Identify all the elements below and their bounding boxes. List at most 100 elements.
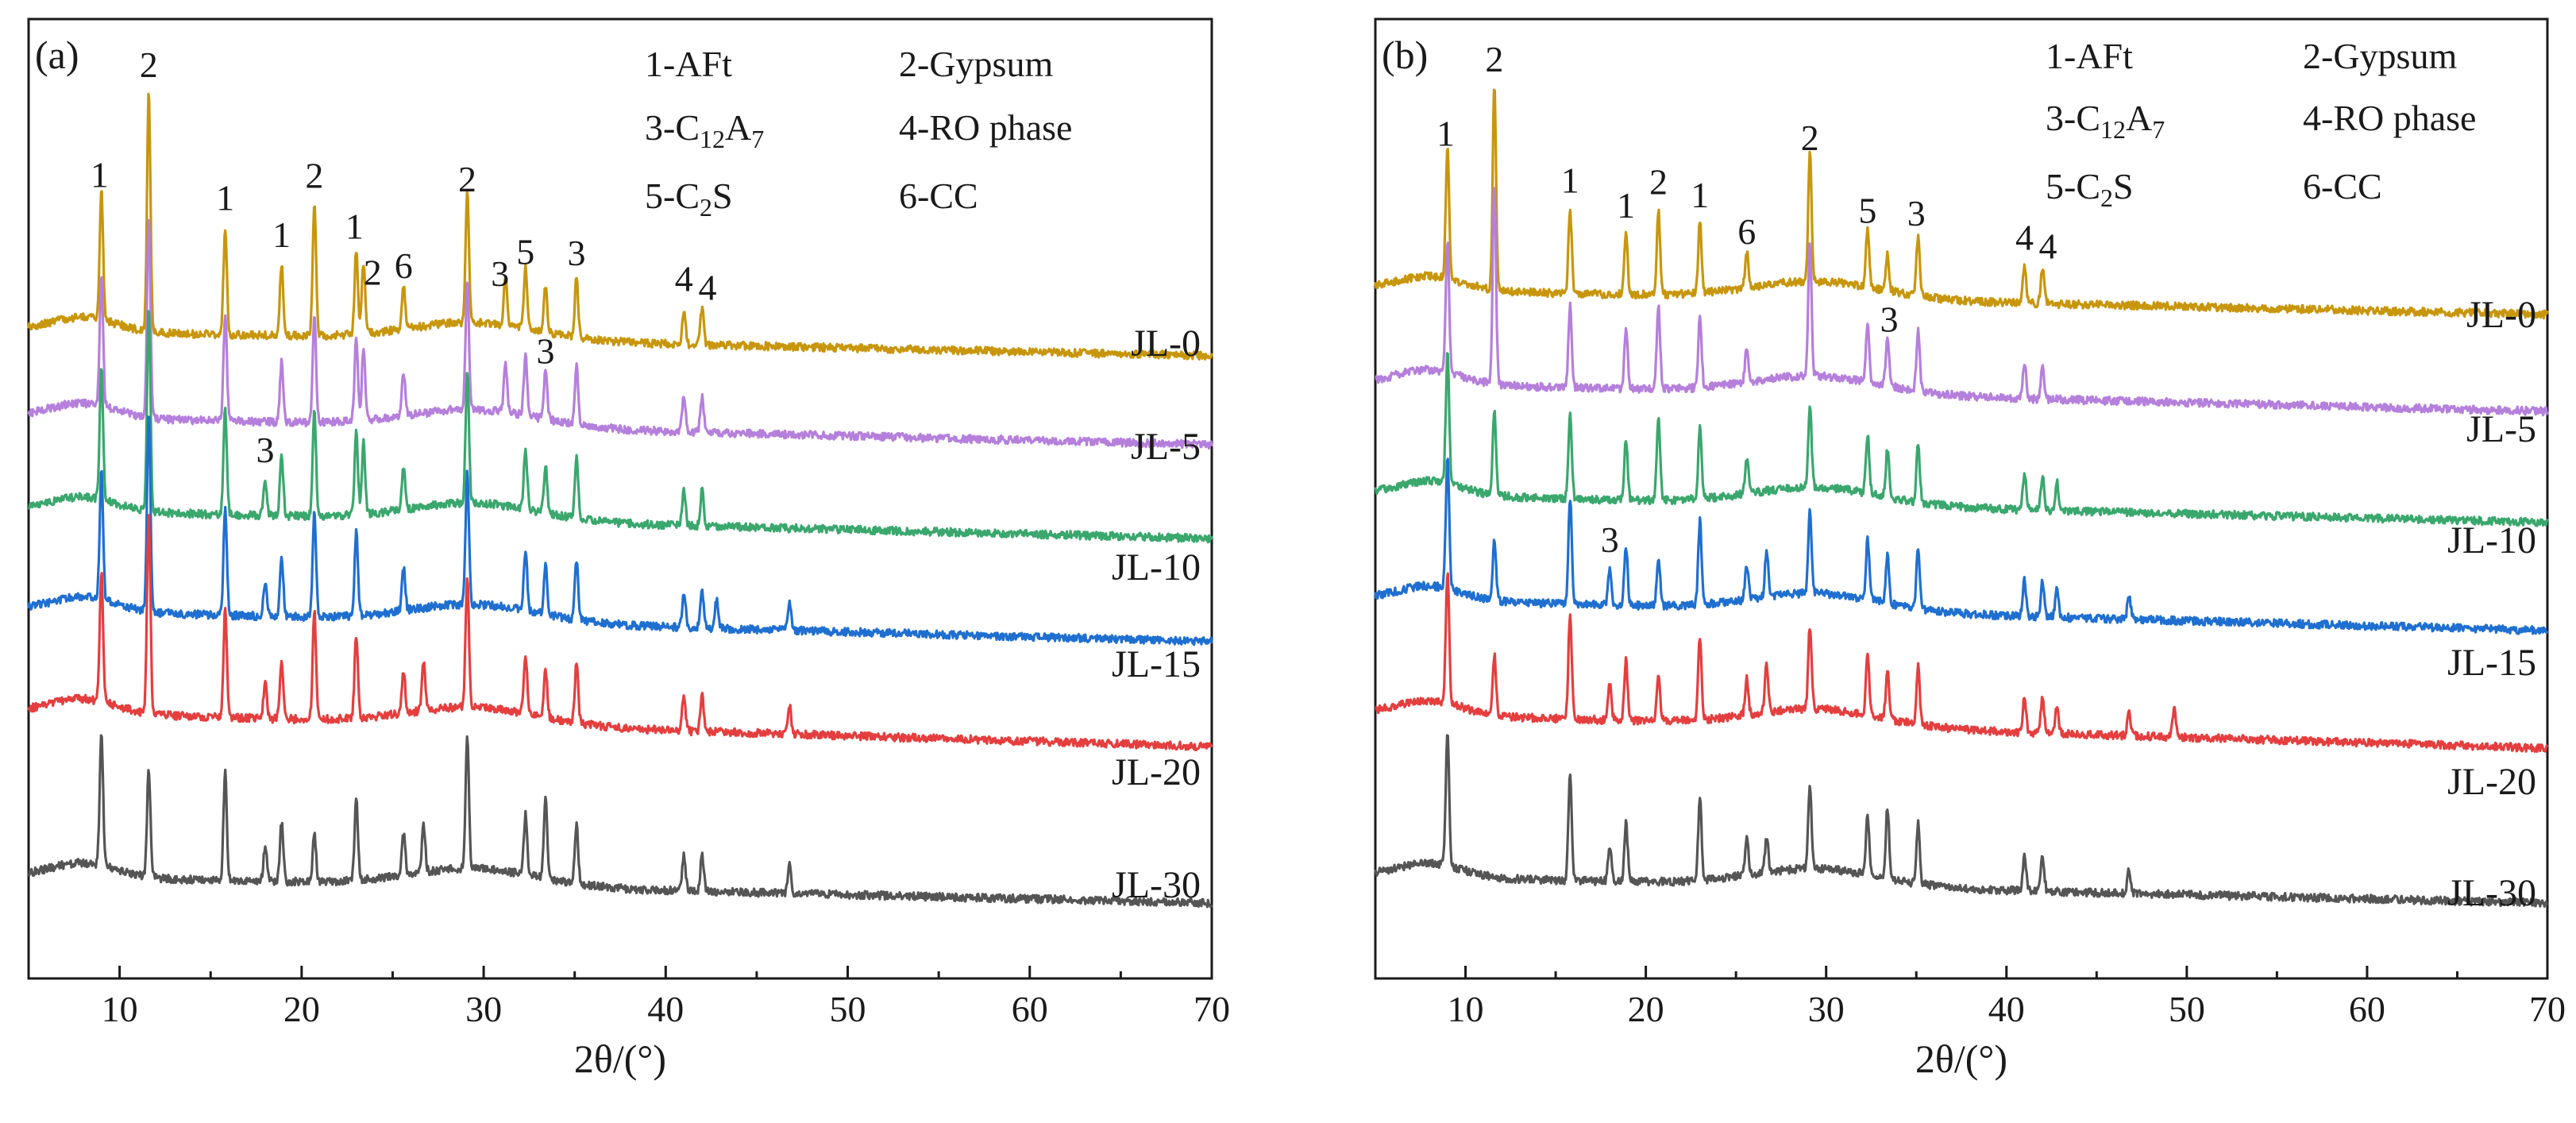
series-label: JL-20 [2447, 761, 2536, 803]
x-tick-label: 20 [283, 989, 320, 1029]
series-line-jl-0 [27, 92, 1213, 361]
peak-annotation: 2 [1485, 39, 1503, 79]
legend-text: 3-C [645, 107, 700, 148]
series-label: JL-15 [1112, 643, 1201, 685]
peak-annotation: 1 [1561, 160, 1579, 200]
x-axis-label: 2θ/(°) [574, 1036, 666, 1081]
series-line-jl-30 [27, 734, 1213, 909]
peak-annotation: 2 [364, 252, 382, 292]
peak-annotation: 5 [1858, 190, 1876, 230]
legend-subscript: 12 [700, 125, 725, 153]
x-axis-label: 2θ/(°) [1915, 1036, 2007, 1081]
peak-annotation: 4 [2015, 218, 2034, 258]
legend-text: S [712, 176, 733, 216]
legend-text: 4-RO phase [899, 107, 1072, 148]
peak-annotation: 2 [1801, 118, 1819, 158]
x-tick-label: 50 [830, 989, 866, 1029]
peak-annotation: 3 [1907, 193, 1926, 233]
x-tick-label: 50 [2169, 989, 2205, 1029]
legend-subscript: 7 [2152, 115, 2165, 144]
legend-subscript: 7 [751, 125, 764, 153]
peak-annotation: 4 [675, 259, 693, 299]
peak-annotation: 2 [305, 156, 323, 196]
panel-label: (b) [1382, 33, 1428, 77]
legend-text: 4-RO phase [2303, 98, 2476, 138]
series-label: JL-30 [1112, 864, 1201, 906]
peak-annotation: 3 [491, 253, 509, 294]
peak-annotation: 6 [1737, 211, 1756, 252]
series-label: JL-30 [2447, 872, 2536, 914]
legend-text: S [2113, 166, 2134, 206]
legend-entry: 6-CC [2303, 166, 2382, 206]
legend-text: A [2126, 98, 2152, 138]
panel-label: (a) [35, 33, 79, 77]
peak-annotation: 6 [395, 245, 413, 286]
peak-annotation: 2 [1649, 162, 1668, 203]
series-line-jl-10 [1374, 352, 2549, 527]
legend-text: A [725, 107, 751, 148]
legend-entry: 4-RO phase [899, 107, 1072, 148]
peak-annotation: 4 [2038, 226, 2057, 266]
peak-annotation: 3 [1880, 299, 1899, 339]
legend-subscript: 2 [2100, 183, 2113, 212]
peak-annotation: 3 [567, 233, 585, 273]
legend-text: 2-Gypsum [2303, 36, 2457, 76]
legend-entry: 5-C2S [645, 176, 733, 222]
plot-frame [1374, 17, 2549, 980]
peak-annotation: 3 [1601, 519, 1619, 560]
legend-text: 6-CC [2303, 166, 2382, 206]
legend-text: 5-C [2046, 166, 2100, 206]
series-line-jl-30 [1374, 734, 2548, 909]
legend-entry: 3-C12A7 [645, 107, 764, 153]
x-tick-label: 60 [2349, 989, 2385, 1029]
peak-annotation: 1 [345, 206, 364, 247]
series-line-jl-10 [28, 310, 1213, 544]
x-tick-label: 10 [102, 989, 138, 1029]
peak-annotation: 1 [1436, 113, 1455, 153]
legend-text: 2-Gypsum [899, 44, 1053, 84]
x-tick-label: 70 [1194, 989, 1230, 1029]
peak-annotation: 1 [272, 214, 291, 255]
legend-subscript: 2 [700, 193, 712, 222]
legend-entry: 3-C12A7 [2046, 98, 2165, 144]
x-tick-label: 40 [647, 989, 684, 1029]
series-label: JL-5 [2466, 408, 2536, 450]
plot-frame [27, 17, 1213, 980]
series-label: JL-10 [1112, 546, 1201, 589]
legend-entry: 1-AFt [645, 44, 732, 84]
legend-entry: 5-C2S [2046, 166, 2134, 212]
legend-entry: 1-AFt [2046, 36, 2133, 76]
peak-annotation: 3 [537, 331, 555, 372]
legend-text: 3-C [2046, 98, 2100, 138]
series-label: JL-0 [2466, 294, 2536, 336]
x-tick-label: 30 [465, 989, 502, 1029]
series-line-jl-20 [1375, 572, 2549, 754]
legend-entry: 2-Gypsum [2303, 36, 2457, 76]
legend-text: 1-AFt [645, 44, 732, 84]
x-tick-label: 10 [1448, 989, 1484, 1029]
series-label: JL-5 [1131, 426, 1201, 468]
peak-annotation: 1 [1691, 175, 1709, 215]
series-label: JL-20 [1112, 751, 1201, 793]
peak-annotation: 4 [699, 267, 717, 307]
x-tick-label: 30 [1808, 989, 1845, 1029]
series-label: JL-0 [1131, 322, 1201, 365]
x-tick-label: 20 [1628, 989, 1664, 1029]
legend-subscript: 12 [2100, 115, 2126, 144]
x-tick-label: 70 [2529, 989, 2566, 1029]
series-line-jl-5 [27, 218, 1213, 450]
series-line-jl-0 [1374, 88, 2549, 320]
peak-annotation: 5 [516, 231, 534, 272]
peak-annotation: 1 [91, 154, 109, 195]
x-tick-label: 40 [1988, 989, 2025, 1029]
series-label: JL-15 [2447, 642, 2536, 684]
peak-annotation: 1 [1617, 185, 1635, 226]
series-line-jl-15 [1374, 457, 2549, 635]
legend-entry: 2-Gypsum [899, 44, 1053, 84]
series-label: JL-10 [2447, 519, 2536, 562]
peak-annotation: 2 [458, 159, 476, 199]
legend-text: 1-AFt [2046, 36, 2133, 76]
